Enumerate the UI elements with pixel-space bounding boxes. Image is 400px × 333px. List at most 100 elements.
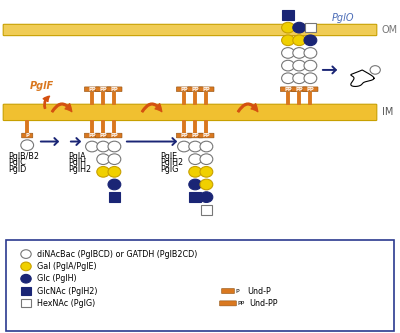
FancyBboxPatch shape [292,87,307,92]
Text: PP: PP [180,133,188,138]
Circle shape [108,154,121,165]
Circle shape [282,60,294,71]
Circle shape [189,154,202,165]
Circle shape [178,141,190,152]
FancyBboxPatch shape [199,87,214,92]
Circle shape [304,48,317,58]
Text: PglA: PglA [68,152,86,161]
Circle shape [304,73,317,84]
Text: PglE: PglE [160,152,177,161]
Text: PP: PP [99,87,107,92]
Text: PglH2: PglH2 [160,158,183,167]
Circle shape [21,140,34,151]
Text: PP: PP [238,301,245,306]
FancyBboxPatch shape [96,133,111,138]
Circle shape [200,192,213,202]
FancyBboxPatch shape [3,104,377,121]
Circle shape [97,154,110,165]
FancyBboxPatch shape [6,240,394,331]
Circle shape [108,141,121,152]
FancyBboxPatch shape [188,133,203,138]
Bar [201,205,212,214]
FancyBboxPatch shape [280,87,296,92]
Text: Glc (PglH): Glc (PglH) [37,274,77,283]
Text: PglF: PglF [30,81,54,91]
FancyBboxPatch shape [220,301,236,306]
Circle shape [21,274,31,283]
Text: PglH2: PglH2 [68,165,91,174]
Circle shape [370,66,380,74]
Text: PP: PP [191,133,199,138]
Text: IM: IM [382,107,393,118]
FancyArrowPatch shape [238,103,258,112]
Text: PP: PP [88,87,96,92]
FancyBboxPatch shape [222,288,234,294]
FancyBboxPatch shape [176,87,192,92]
Text: GlcNAc (PglH2): GlcNAc (PglH2) [37,286,98,296]
Circle shape [200,166,213,177]
Text: P: P [236,288,239,294]
FancyBboxPatch shape [84,87,100,92]
Bar [109,192,120,202]
Text: PP: PP [88,133,96,138]
Circle shape [21,250,31,258]
Circle shape [293,48,306,58]
FancyBboxPatch shape [107,87,122,92]
Circle shape [293,35,306,46]
Circle shape [200,141,213,152]
Text: PP: PP [180,87,188,92]
Circle shape [189,179,202,190]
FancyBboxPatch shape [188,87,203,92]
FancyArrowPatch shape [142,103,162,112]
Circle shape [304,35,317,46]
Circle shape [200,154,213,165]
Text: PP: PP [99,133,107,138]
FancyBboxPatch shape [303,87,318,92]
Text: PglB/B2: PglB/B2 [8,152,39,161]
FancyBboxPatch shape [84,133,100,138]
Text: Und-P: Und-P [247,286,270,296]
Text: PP: PP [306,87,314,92]
Circle shape [108,179,121,190]
Circle shape [86,141,98,152]
Circle shape [200,179,213,190]
Circle shape [293,60,306,71]
Circle shape [97,141,110,152]
Text: PP: PP [191,87,199,92]
Bar [190,192,201,202]
Circle shape [108,166,121,177]
Text: P: P [25,133,29,138]
Text: PglD: PglD [8,165,26,174]
Circle shape [282,73,294,84]
Bar [21,287,31,295]
FancyArrowPatch shape [43,96,50,109]
Bar [305,23,316,32]
Text: PP: PP [284,87,292,92]
Bar [21,299,31,307]
FancyBboxPatch shape [176,133,192,138]
Circle shape [282,22,294,33]
Text: PglO: PglO [332,13,354,23]
Text: Und-PP: Und-PP [249,299,277,308]
Text: PP: PP [110,133,118,138]
Circle shape [189,166,202,177]
Circle shape [304,60,317,71]
Text: PglG: PglG [160,165,178,174]
Circle shape [97,166,110,177]
Circle shape [21,262,31,271]
Text: PglC: PglC [8,158,26,167]
Text: PP: PP [202,133,210,138]
FancyBboxPatch shape [22,133,33,138]
FancyBboxPatch shape [107,133,122,138]
Circle shape [282,48,294,58]
Text: PP: PP [295,87,303,92]
Text: HexNAc (PglG): HexNAc (PglG) [37,299,96,308]
Text: PP: PP [202,87,210,92]
Text: PP: PP [110,87,118,92]
FancyBboxPatch shape [3,24,377,36]
Circle shape [189,141,202,152]
FancyBboxPatch shape [96,87,111,92]
Text: Gal (PglA/PglE): Gal (PglA/PglE) [37,262,97,271]
Circle shape [282,35,294,46]
Text: OM: OM [382,25,398,35]
